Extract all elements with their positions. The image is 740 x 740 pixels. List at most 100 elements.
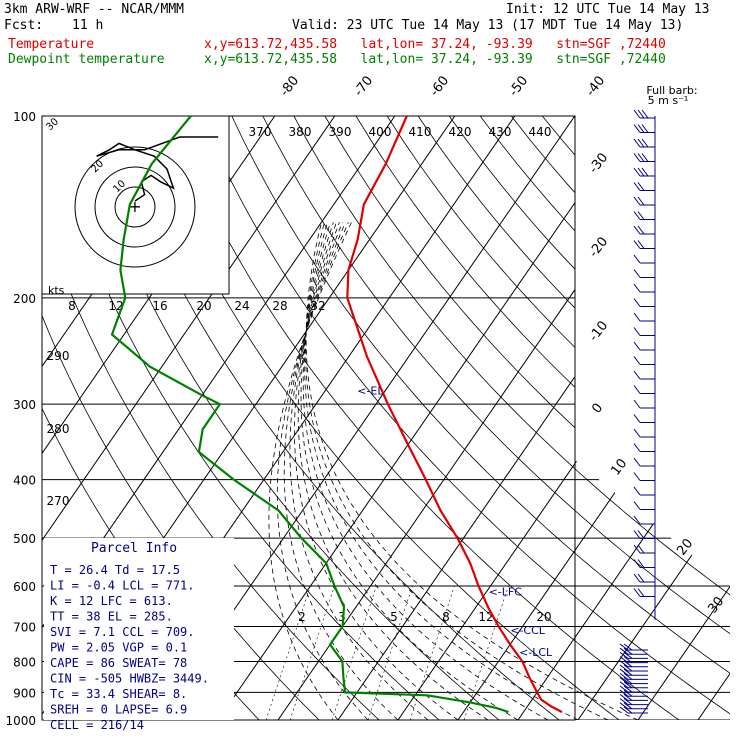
parcel-info-row: TT = 38 EL = 285.: [50, 610, 173, 624]
barb-legend-value: 5 m s⁻¹: [648, 94, 689, 107]
dry-adiabat-line: [107, 116, 560, 720]
mixing-ratio-line: [331, 585, 377, 720]
wind-barb: [633, 588, 655, 597]
dry-adiabat-line: [510, 116, 730, 720]
wind-barb-feather: [623, 647, 633, 655]
mixing-ratio-label-lower: 20: [536, 610, 551, 624]
wind-barb-feather: [619, 677, 629, 684]
moist-adiabat-line: [304, 222, 579, 720]
parcel-info-row: SREH = 0 LAPSE= 6.9: [50, 703, 187, 717]
wind-barb-feather: [633, 124, 641, 133]
dry-adiabat-line: [45, 116, 440, 720]
theta-e-label: 290: [47, 349, 70, 363]
wind-barb: [633, 283, 655, 293]
isotherm-tick-label: -80: [277, 73, 302, 99]
mixing-ratio-label-lower: 2: [298, 610, 306, 624]
theta-label: 370: [249, 125, 272, 139]
wind-barb-feather: [637, 109, 645, 119]
wind-barb-feather: [623, 685, 633, 693]
wind-barb-feather: [619, 660, 629, 668]
wind-barb-feather: [623, 652, 633, 659]
pressure-tick-label: 600: [13, 580, 36, 594]
wind-barb: [633, 109, 655, 119]
temperature-profile: [346, 115, 563, 713]
isotherm-tick-label: -20: [586, 234, 611, 260]
dry-adiabat-line: [324, 116, 730, 720]
hodograph-trace: [96, 136, 219, 202]
theta-label: 440: [529, 125, 552, 139]
wind-barb-feather: [633, 298, 641, 307]
theta-e-label: 280: [47, 422, 70, 436]
mixing-ratio-label: 12: [108, 299, 123, 313]
wind-barb: [633, 211, 655, 220]
wind-barb-feather: [619, 681, 629, 689]
wind-barb-feather: [637, 182, 645, 191]
wind-barb-feather: [623, 656, 633, 663]
wind-barb-feather: [641, 109, 649, 119]
dry-adiabat-line: [200, 116, 730, 720]
theta-label: 380: [289, 125, 312, 139]
wind-barb-feather: [633, 269, 641, 278]
wind-barb: [633, 443, 655, 452]
wind-barb-feather: [633, 196, 641, 206]
dry-adiabat-line: [76, 116, 500, 720]
wind-barb-feather: [633, 414, 641, 423]
pressure-tick-label: 500: [13, 532, 36, 546]
parcel-info-box: Parcel Info T = 26.4 Td = 17.5 LI = -0.4 L…: [44, 538, 234, 732]
moist-adiabat-line: [294, 222, 459, 720]
wind-barb-feather: [619, 643, 629, 651]
model-title: 3km ARW-WRF -- NCAR/MMM: [4, 2, 185, 17]
wind-barb-feather: [633, 501, 641, 510]
dewpoint-legend-label: Dewpoint temperature: [8, 52, 165, 67]
wind-barb: [633, 457, 655, 467]
moist-adiabat-line: [283, 222, 399, 720]
init-time: Init: 12 UTC Tue 14 May 13: [506, 2, 710, 17]
hodograph-units: kts: [48, 284, 65, 297]
wind-barb-feather: [633, 283, 641, 293]
wind-barb-feather: [633, 341, 641, 351]
wind-barb: [633, 341, 655, 351]
wind-barb-feather: [641, 124, 649, 133]
mixing-ratio-label-lower: 3: [338, 610, 346, 624]
wind-barb-feather: [623, 681, 633, 689]
pressure-tick-label: 800: [13, 655, 36, 669]
wind-barb-feather: [623, 702, 633, 710]
wind-barb-feather: [623, 664, 633, 672]
wind-barb-lower: [619, 673, 648, 680]
wind-barb: [633, 312, 655, 322]
wind-barb-feather: [633, 153, 641, 162]
parcel-info-title: Parcel Info: [91, 541, 177, 556]
isotherm-line: [697, 116, 730, 720]
wind-barb-feather: [633, 182, 641, 191]
theta-e-label: 270: [47, 494, 70, 508]
wind-barb-lower: [619, 656, 648, 664]
wind-barb-feather: [623, 643, 633, 651]
wind-barb-feather: [633, 559, 641, 568]
pressure-tick-label: 900: [13, 686, 36, 700]
level-annotation: <-LCL: [519, 646, 553, 659]
mixing-ratio-line: [463, 585, 509, 720]
mixing-ratio-label: 28: [272, 299, 287, 313]
wind-barb: [633, 356, 655, 365]
pressure-tick-label: 400: [13, 474, 36, 488]
wind-barb-feather: [633, 312, 641, 322]
wind-barb-feather: [623, 677, 633, 684]
moist-adiabat-line: [302, 222, 549, 720]
wind-barb-feather: [633, 327, 641, 336]
wind-barb: [633, 298, 655, 307]
isotherm-line: [42, 116, 336, 720]
mixing-ratio-label-lower: 12: [478, 610, 493, 624]
wind-barb-feather: [641, 167, 649, 177]
valid-time: Valid: 23 UTC Tue 14 May 13 (17 MDT Tue …: [292, 18, 684, 33]
dry-adiabat-line: [138, 116, 620, 720]
dry-adiabat-line: [355, 116, 730, 720]
wind-barb-feather: [633, 515, 641, 525]
mixing-ratio-label: 16: [152, 299, 167, 313]
wind-barb-feather: [619, 706, 629, 714]
wind-barb-feather: [637, 559, 645, 568]
parcel-info-row: CELL = 216/14: [50, 718, 144, 732]
wind-barb-feather: [637, 211, 645, 220]
wind-barb-feather: [623, 689, 633, 697]
isotherm-line: [517, 116, 730, 720]
